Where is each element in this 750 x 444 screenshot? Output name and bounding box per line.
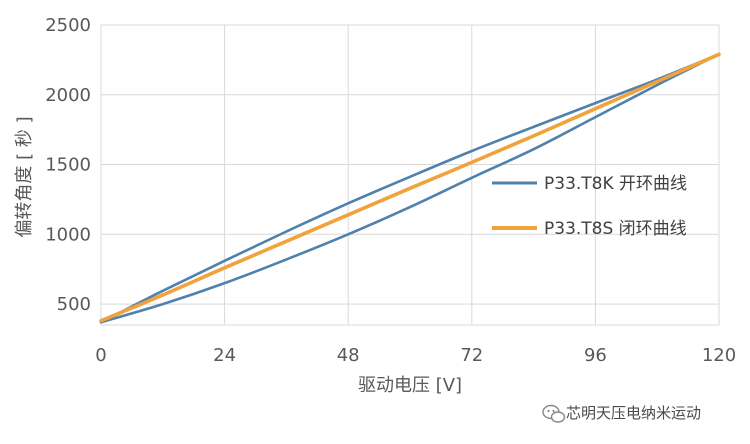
x-tick-label: 0 [95,345,106,366]
x-tick-label: 48 [337,345,360,366]
x-axis: 0 24 48 72 96 120 [95,345,736,366]
legend-label-open-loop: P33.T8K 开环曲线 [544,174,687,194]
x-tick-label: 72 [460,345,483,366]
series-0-curve-1 [99,53,721,324]
y-tick-label: 1000 [45,224,91,245]
series-0-curve-0 [99,53,721,324]
x-tick-label: 120 [702,345,736,366]
y-tick-label: 1500 [45,155,91,176]
watermark: 芯明天压电纳米运动 [542,404,701,423]
wechat-icon [542,404,566,423]
watermark-text: 芯明天压电纳米运动 [566,404,701,422]
series-1-curve-0 [99,52,721,323]
x-axis-title: 驱动电压 [V] [358,375,462,396]
x-tick-label: 24 [213,345,236,366]
y-tick-label: 500 [57,294,91,315]
series-layer [99,52,721,324]
y-axis-title: 偏转角度 [ 秒 ] [14,116,35,237]
y-tick-label: 2000 [45,85,91,106]
legend-label-closed-loop: P33.T8S 闭环曲线 [544,219,687,239]
y-tick-label: 2500 [45,15,91,36]
x-tick-label: 96 [584,345,607,366]
y-axis: 500 1000 1500 2000 2500 [45,15,91,315]
legend: P33.T8K 开环曲线 P33.T8S 闭环曲线 [492,174,687,239]
